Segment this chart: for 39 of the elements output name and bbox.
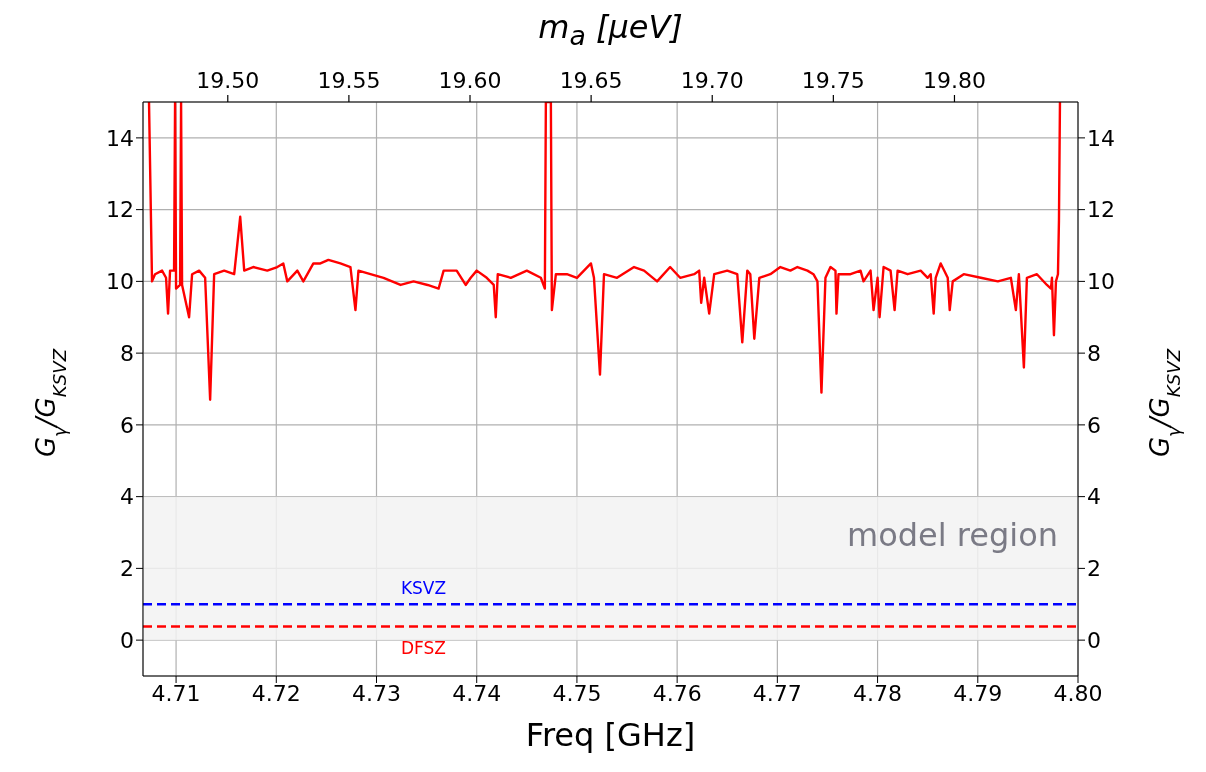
x-tick-label: 4.79 [953, 680, 1003, 706]
x-axis-title: Freq [GHz] [524, 716, 697, 754]
x-tick-label: 4.75 [552, 680, 602, 706]
y-tick-label: 4 [120, 484, 134, 510]
x2-tick-label: 19.80 [922, 68, 986, 93]
x-tick-label: 4.80 [1053, 680, 1103, 706]
x2-tick-label: 19.75 [801, 68, 865, 93]
y2-tick-label: 12 [1087, 197, 1115, 223]
y2-tick-label: 4 [1087, 484, 1101, 510]
y-tick-label: 12 [106, 197, 134, 223]
ref-line-label: DFSZ [400, 638, 447, 659]
y2-tick-label: 14 [1087, 125, 1115, 151]
x2-tick-label: 19.65 [559, 68, 623, 93]
y-tick-label: 14 [106, 125, 134, 151]
y-tick-label: 8 [120, 340, 134, 366]
ref-line-label: KSVZ [400, 578, 447, 599]
band-label: model region [846, 515, 1058, 554]
x-tick-label: 4.78 [853, 680, 903, 706]
x2-tick-label: 19.50 [196, 68, 260, 93]
y2-tick-label: 0 [1087, 627, 1101, 653]
y-tick-label: 2 [120, 556, 134, 582]
x-tick-label: 4.76 [652, 680, 702, 706]
y-tick-label: 10 [106, 269, 134, 295]
y2-tick-label: 2 [1087, 556, 1101, 582]
x-tick-label: 4.72 [251, 680, 301, 706]
x-tick-label: 4.74 [452, 680, 502, 706]
x-tick-label: 4.77 [752, 680, 802, 706]
y2-tick-label: 10 [1087, 269, 1115, 295]
x2-tick-label: 19.55 [317, 68, 381, 93]
y2-tick-label: 6 [1087, 412, 1101, 438]
y2-tick-label: 8 [1087, 340, 1101, 366]
x-tick-label: 4.73 [352, 680, 401, 706]
y-tick-label: 0 [120, 627, 134, 653]
line-series [147, 102, 1062, 401]
x2-tick-label: 19.60 [438, 68, 502, 93]
x2-axis-title: m$_{a}$ [μeV] [537, 8, 684, 52]
x2-tick-label: 19.70 [680, 68, 744, 93]
x-tick-label: 4.71 [151, 680, 201, 706]
y-tick-label: 6 [120, 412, 134, 438]
